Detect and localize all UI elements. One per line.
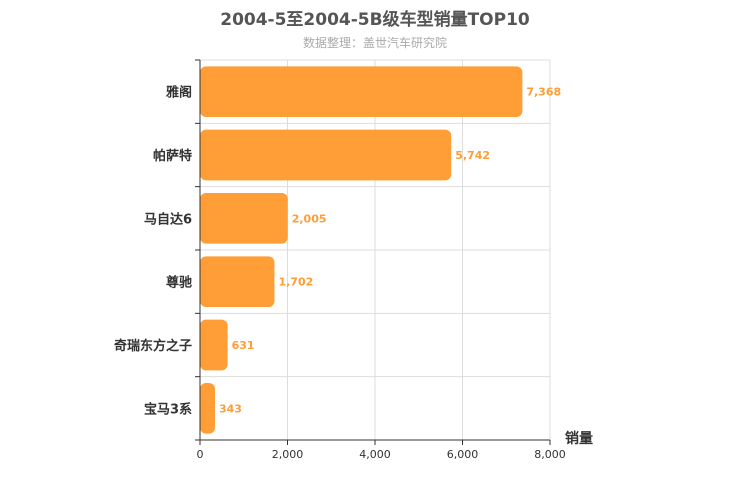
bar[interactable] <box>200 319 228 371</box>
data-label: 2,005 <box>292 212 327 225</box>
x-axis-title: 销量 <box>565 430 593 447</box>
data-label: 1,702 <box>278 276 313 289</box>
chart-title: 2004-5至2004-5B级车型销量TOP10 <box>220 10 530 30</box>
x-tick-label: 4,000 <box>359 448 391 461</box>
data-label: 7,368 <box>526 86 561 99</box>
chart-subtitle: 数据整理：盖世汽车研究院 <box>302 36 447 50</box>
category-label: 帕萨特 <box>153 148 192 164</box>
data-label: 5,742 <box>455 149 490 162</box>
bar[interactable] <box>200 66 523 117</box>
bar[interactable] <box>200 193 288 244</box>
data-label: 343 <box>219 402 242 415</box>
bars <box>200 66 523 434</box>
bar[interactable] <box>200 256 275 307</box>
grid-lines <box>199 59 551 441</box>
category-label: 马自达6 <box>144 211 192 227</box>
bar[interactable] <box>200 129 452 181</box>
category-label: 宝马3系 <box>144 401 192 417</box>
x-tick-label: 0 <box>197 448 204 461</box>
x-tick-label: 6,000 <box>447 448 479 461</box>
bar[interactable] <box>200 383 216 434</box>
data-label: 631 <box>232 339 255 352</box>
category-label: 尊驰 <box>166 275 192 291</box>
x-tick-label: 2,000 <box>272 448 304 461</box>
category-label: 雅阁 <box>166 85 192 101</box>
axes <box>195 59 551 445</box>
category-label: 奇瑞东方之子 <box>114 338 192 354</box>
labels: 7,368 雅阁 5,742 帕萨特 2,005 马自达6 1,702 尊驰 631 奇瑞东方之子… <box>114 85 566 461</box>
x-tick-label: 8,000 <box>534 448 566 461</box>
